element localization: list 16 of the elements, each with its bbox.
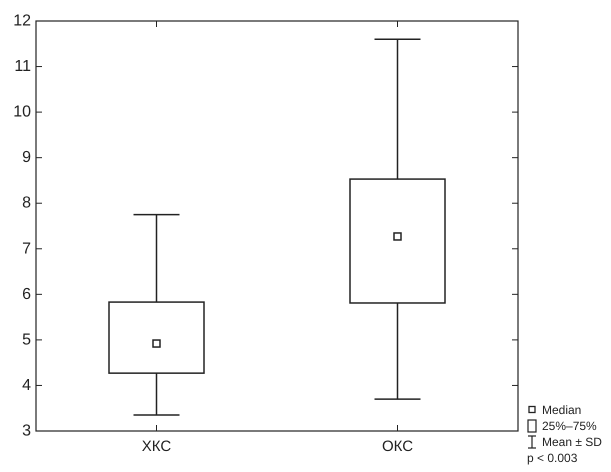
y-tick-label: 12: [13, 12, 32, 30]
y-tick-label: 8: [22, 194, 32, 212]
text: 25%–75%: [542, 419, 598, 433]
x-tick-label: ХКС: [142, 438, 172, 455]
y-tick-label: 11: [14, 58, 32, 76]
y-tick-label: 9: [22, 149, 32, 166]
y-tick-label: 7: [22, 240, 32, 258]
y-tick-label: 10: [13, 104, 32, 121]
text: Mean ± SD: [542, 435, 602, 449]
text: Median: [542, 403, 582, 417]
text: p < 0.003: [527, 451, 578, 465]
y-tick-label: 6: [22, 286, 32, 303]
y-tick-label: 3: [22, 422, 32, 440]
x-tick-label: ОКС: [382, 438, 414, 455]
y-tick-label: 5: [22, 331, 32, 348]
y-tick-label: 4: [22, 376, 32, 394]
